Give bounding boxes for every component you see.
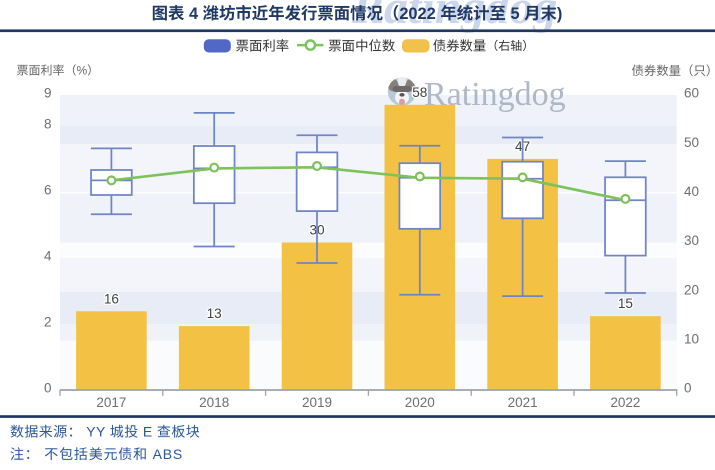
svg-text:60: 60 <box>684 86 699 101</box>
svg-text:票面中位数: 票面中位数 <box>328 38 396 53</box>
svg-text:0: 0 <box>44 381 52 396</box>
svg-text:2018: 2018 <box>199 395 229 410</box>
svg-text:6: 6 <box>44 183 52 198</box>
svg-text:2017: 2017 <box>96 395 126 410</box>
svg-text:2: 2 <box>44 315 52 330</box>
svg-text:2022: 2022 <box>610 395 640 410</box>
svg-text:票面利率: 票面利率 <box>236 38 290 53</box>
svg-text:58: 58 <box>412 85 427 100</box>
svg-text:9: 9 <box>44 86 52 101</box>
svg-text:16: 16 <box>104 291 119 306</box>
svg-text:40: 40 <box>684 184 699 199</box>
svg-text:13: 13 <box>207 306 222 321</box>
svg-text:注： 不包括美元债和 ABS: 注： 不包括美元债和 ABS <box>10 446 183 462</box>
svg-text:2019: 2019 <box>302 395 332 410</box>
svg-text:30: 30 <box>684 233 699 248</box>
svg-text:15: 15 <box>618 296 633 311</box>
svg-text:图表 4 潍坊市近年发行票面情况（2022 年统计至 5 月: 图表 4 潍坊市近年发行票面情况（2022 年统计至 5 月末) <box>152 4 563 23</box>
svg-text:4: 4 <box>44 249 52 264</box>
svg-text:2020: 2020 <box>405 395 435 410</box>
svg-text:2021: 2021 <box>508 395 538 410</box>
svg-text:10: 10 <box>684 332 699 347</box>
svg-text:20: 20 <box>684 282 699 297</box>
svg-text:8: 8 <box>44 117 52 132</box>
svg-text:0: 0 <box>684 381 692 396</box>
svg-text:数据来源： YY 城投 E 查板块: 数据来源： YY 城投 E 查板块 <box>10 424 200 440</box>
svg-text:Ratingdog: Ratingdog <box>351 0 557 34</box>
svg-text:债券数量（只）: 债券数量（只） <box>632 64 715 78</box>
svg-text:票面利率（%）: 票面利率（%） <box>17 64 100 78</box>
svg-text:债券数量（右轴）: 债券数量（右轴） <box>433 38 535 53</box>
svg-text:50: 50 <box>684 135 699 150</box>
